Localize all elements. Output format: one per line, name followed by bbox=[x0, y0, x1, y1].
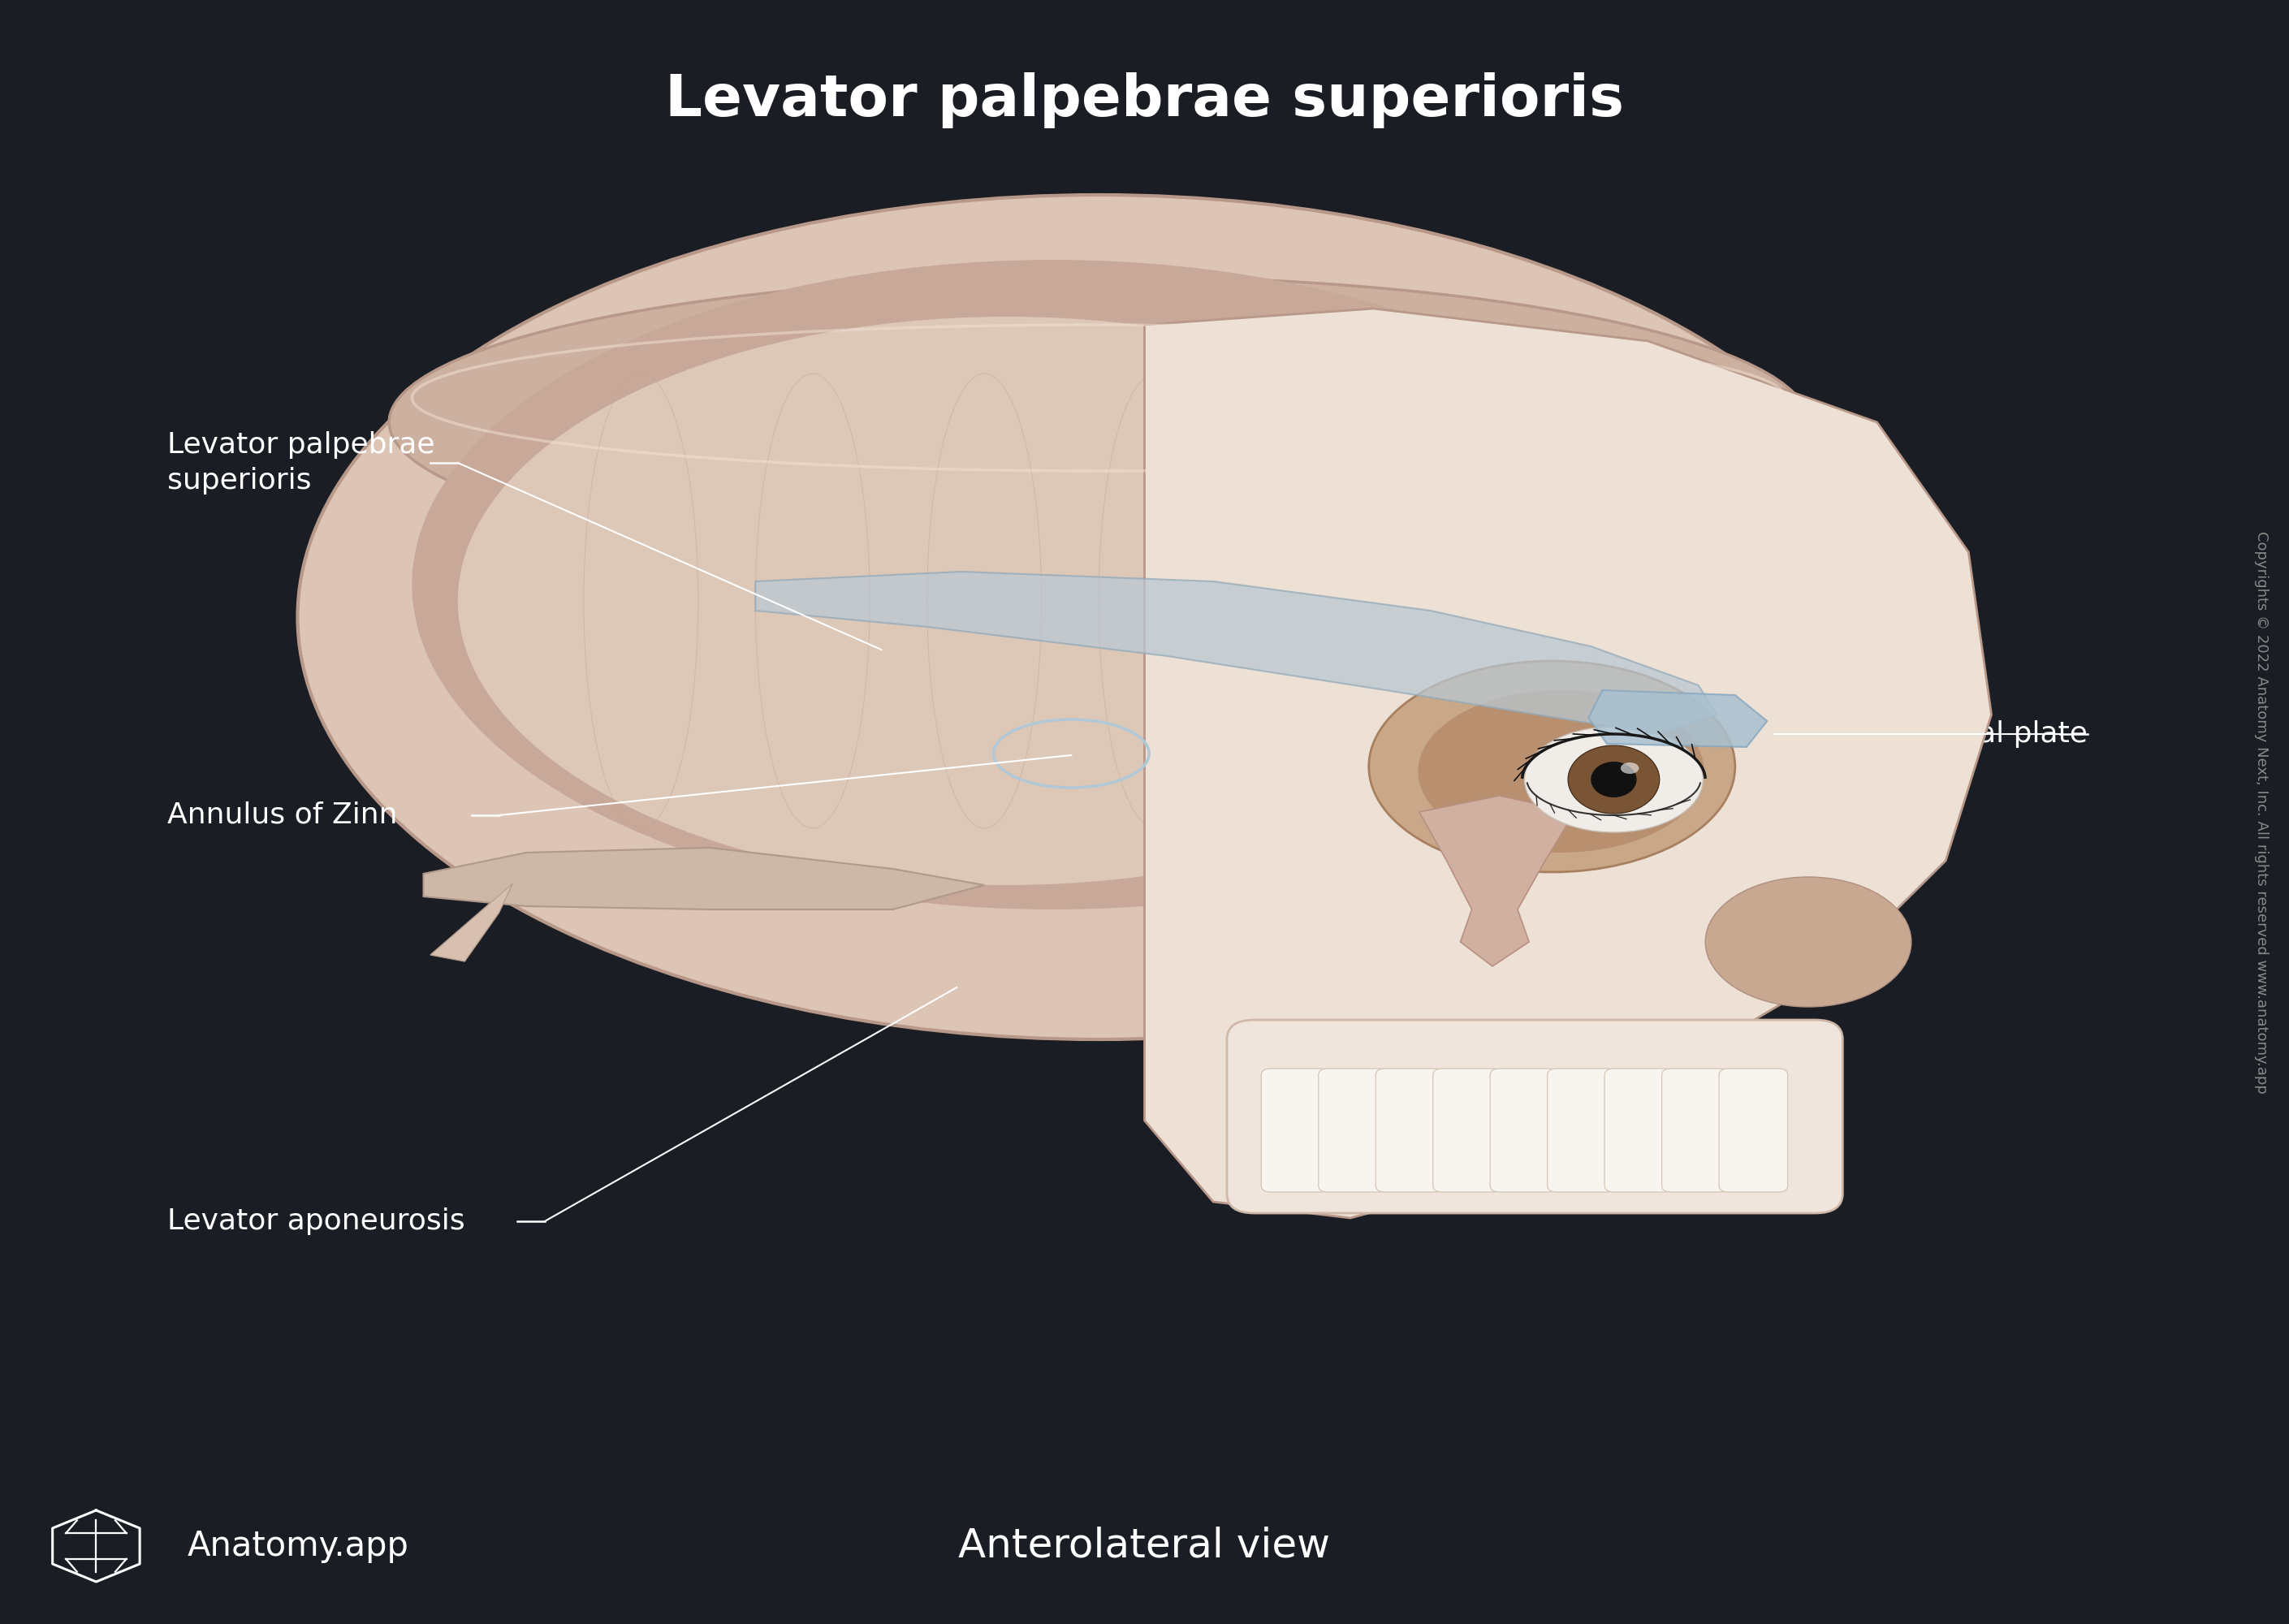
Polygon shape bbox=[1589, 690, 1767, 747]
Ellipse shape bbox=[1419, 690, 1703, 853]
FancyBboxPatch shape bbox=[1376, 1069, 1444, 1192]
FancyBboxPatch shape bbox=[1547, 1069, 1616, 1192]
FancyBboxPatch shape bbox=[1490, 1069, 1559, 1192]
Text: Levator aponeurosis: Levator aponeurosis bbox=[167, 1208, 465, 1234]
Ellipse shape bbox=[458, 317, 1557, 885]
Polygon shape bbox=[1144, 309, 1991, 1218]
FancyBboxPatch shape bbox=[1719, 1069, 1788, 1192]
Ellipse shape bbox=[389, 276, 1808, 568]
Text: Anterolateral view: Anterolateral view bbox=[959, 1527, 1330, 1566]
Ellipse shape bbox=[298, 195, 1900, 1039]
Text: Levator palpebrae superioris: Levator palpebrae superioris bbox=[666, 73, 1623, 128]
Ellipse shape bbox=[1369, 661, 1735, 872]
Polygon shape bbox=[430, 883, 513, 961]
FancyBboxPatch shape bbox=[1318, 1069, 1387, 1192]
FancyBboxPatch shape bbox=[1662, 1069, 1730, 1192]
Ellipse shape bbox=[1591, 762, 1637, 797]
Ellipse shape bbox=[1705, 877, 1911, 1007]
Ellipse shape bbox=[1524, 728, 1703, 831]
Ellipse shape bbox=[1568, 745, 1660, 814]
FancyBboxPatch shape bbox=[1227, 1020, 1843, 1213]
Text: Superior tarsal plate: Superior tarsal plate bbox=[1788, 721, 2088, 747]
FancyBboxPatch shape bbox=[1433, 1069, 1502, 1192]
Text: Levator palpebrae
superioris: Levator palpebrae superioris bbox=[167, 430, 435, 495]
Polygon shape bbox=[423, 848, 984, 909]
Ellipse shape bbox=[1621, 763, 1639, 775]
Polygon shape bbox=[755, 572, 1717, 734]
Text: Anatomy.app: Anatomy.app bbox=[188, 1530, 410, 1562]
FancyBboxPatch shape bbox=[1261, 1069, 1330, 1192]
Ellipse shape bbox=[412, 260, 1694, 909]
Text: Annulus of Zinn: Annulus of Zinn bbox=[167, 801, 398, 828]
Text: Copyrights © 2022 Anatomy Next, Inc. All rights reserved www.anatomy.app: Copyrights © 2022 Anatomy Next, Inc. All… bbox=[2255, 531, 2268, 1093]
Polygon shape bbox=[1419, 796, 1575, 966]
FancyBboxPatch shape bbox=[1605, 1069, 1673, 1192]
